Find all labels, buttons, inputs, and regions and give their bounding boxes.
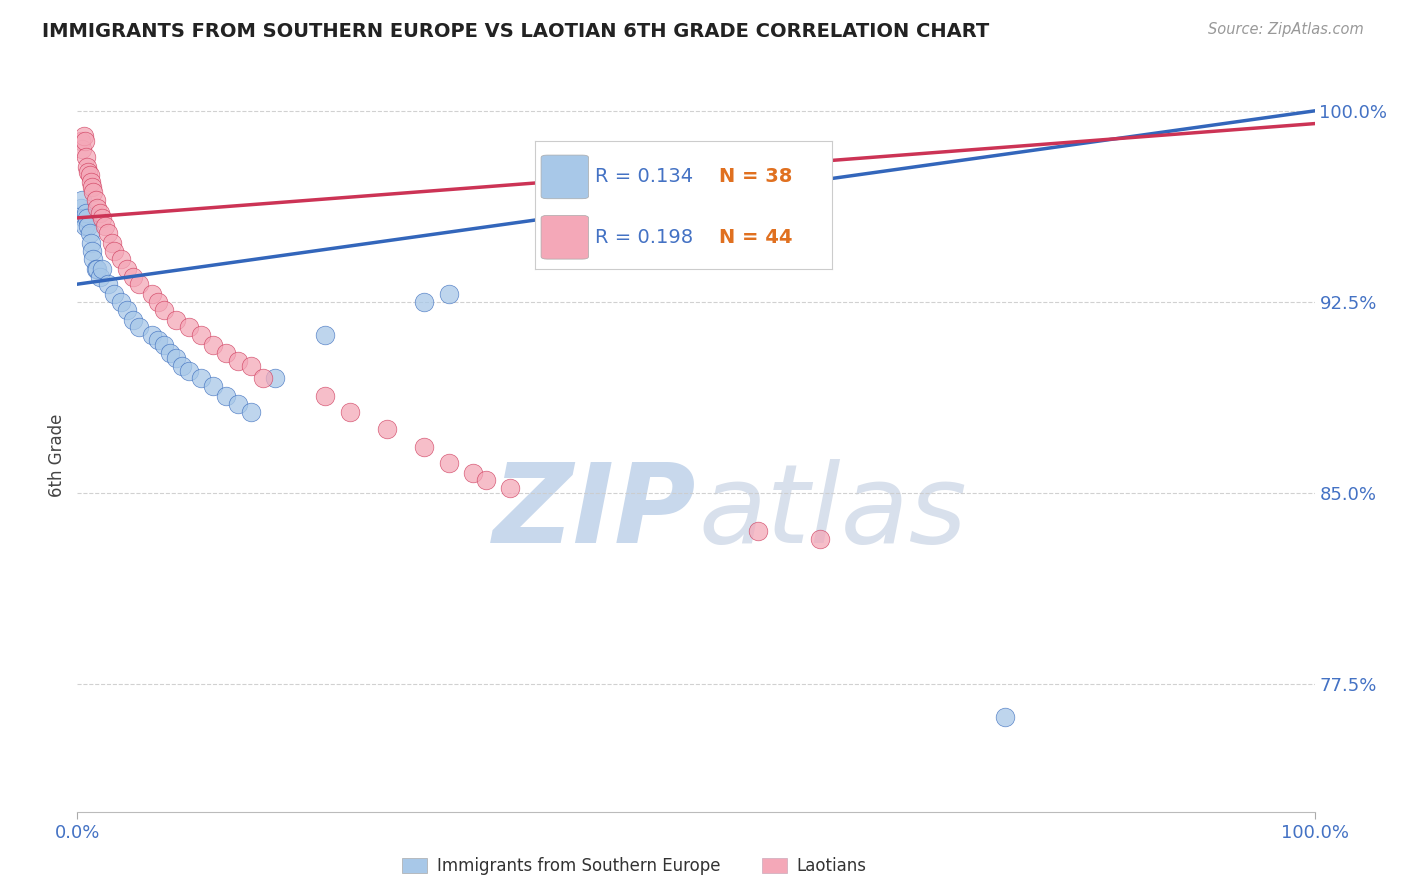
FancyBboxPatch shape [541,216,589,259]
Point [226,397,249,411]
Point [101,236,124,251]
Point [89,206,111,220]
Point [75,206,97,220]
Point [72,129,94,144]
Y-axis label: 6th Grade: 6th Grade [48,413,66,497]
Point [412,295,434,310]
Point [84,193,107,207]
Point [314,389,336,403]
Text: atlas: atlas [699,458,967,566]
Point [153,302,176,317]
Point [202,379,225,393]
Point [110,252,132,266]
Text: R = 0.134: R = 0.134 [595,168,693,186]
Text: ZIP: ZIP [492,458,696,566]
Point [146,295,169,310]
Point [202,338,225,352]
Point [437,456,460,470]
Point [122,269,145,284]
Point [146,333,169,347]
Point [159,346,181,360]
Point [172,359,194,373]
Point [463,466,485,480]
Point [91,211,114,225]
Text: IMMIGRANTS FROM SOUTHERN EUROPE VS LAOTIAN 6TH GRADE CORRELATION CHART: IMMIGRANTS FROM SOUTHERN EUROPE VS LAOTI… [42,22,990,41]
Point [72,211,94,225]
Point [215,389,238,403]
Point [79,168,101,182]
Point [177,320,200,334]
Text: N = 38: N = 38 [720,168,793,186]
Text: N = 44: N = 44 [720,227,793,247]
Point [314,328,336,343]
Text: Source: ZipAtlas.com: Source: ZipAtlas.com [1208,22,1364,37]
Point [437,287,460,301]
Point [110,295,132,310]
Point [226,353,249,368]
Point [190,371,212,385]
Point [84,261,107,276]
Point [239,404,262,418]
Point [215,346,238,360]
Point [91,261,114,276]
Point [76,160,98,174]
Point [103,244,125,258]
Point [115,261,138,276]
Point [70,201,93,215]
Point [747,524,769,539]
Legend: Immigrants from Southern Europe, Laotians: Immigrants from Southern Europe, Laotian… [395,851,873,882]
Point [72,193,94,207]
Point [339,404,361,418]
Point [103,287,125,301]
Point [252,371,274,385]
Point [76,211,98,225]
Point [165,351,187,365]
Point [82,244,104,258]
Point [82,186,104,200]
Point [474,474,496,488]
Point [412,440,434,454]
Point [73,135,96,149]
Point [77,165,100,179]
Point [80,175,103,189]
Point [80,236,103,251]
Point [89,269,111,284]
Point [82,252,104,266]
Point [141,287,163,301]
Point [165,313,187,327]
Point [128,277,150,292]
Point [177,364,200,378]
Point [72,142,94,156]
FancyBboxPatch shape [541,155,589,199]
Point [190,328,212,343]
Point [77,219,100,233]
Point [994,710,1017,724]
Point [122,313,145,327]
Point [70,135,93,149]
Point [264,371,287,385]
Point [153,338,176,352]
Point [82,180,104,194]
Point [141,328,163,343]
Point [239,359,262,373]
Point [499,481,522,495]
Point [73,219,96,233]
Point [97,226,120,240]
Point [97,277,120,292]
Point [79,226,101,240]
Point [86,201,108,215]
Point [75,150,97,164]
Point [375,422,398,436]
Point [86,261,108,276]
Text: R = 0.198: R = 0.198 [595,227,693,247]
Point [128,320,150,334]
Point [93,219,115,233]
Point [808,532,831,546]
Point [115,302,138,317]
